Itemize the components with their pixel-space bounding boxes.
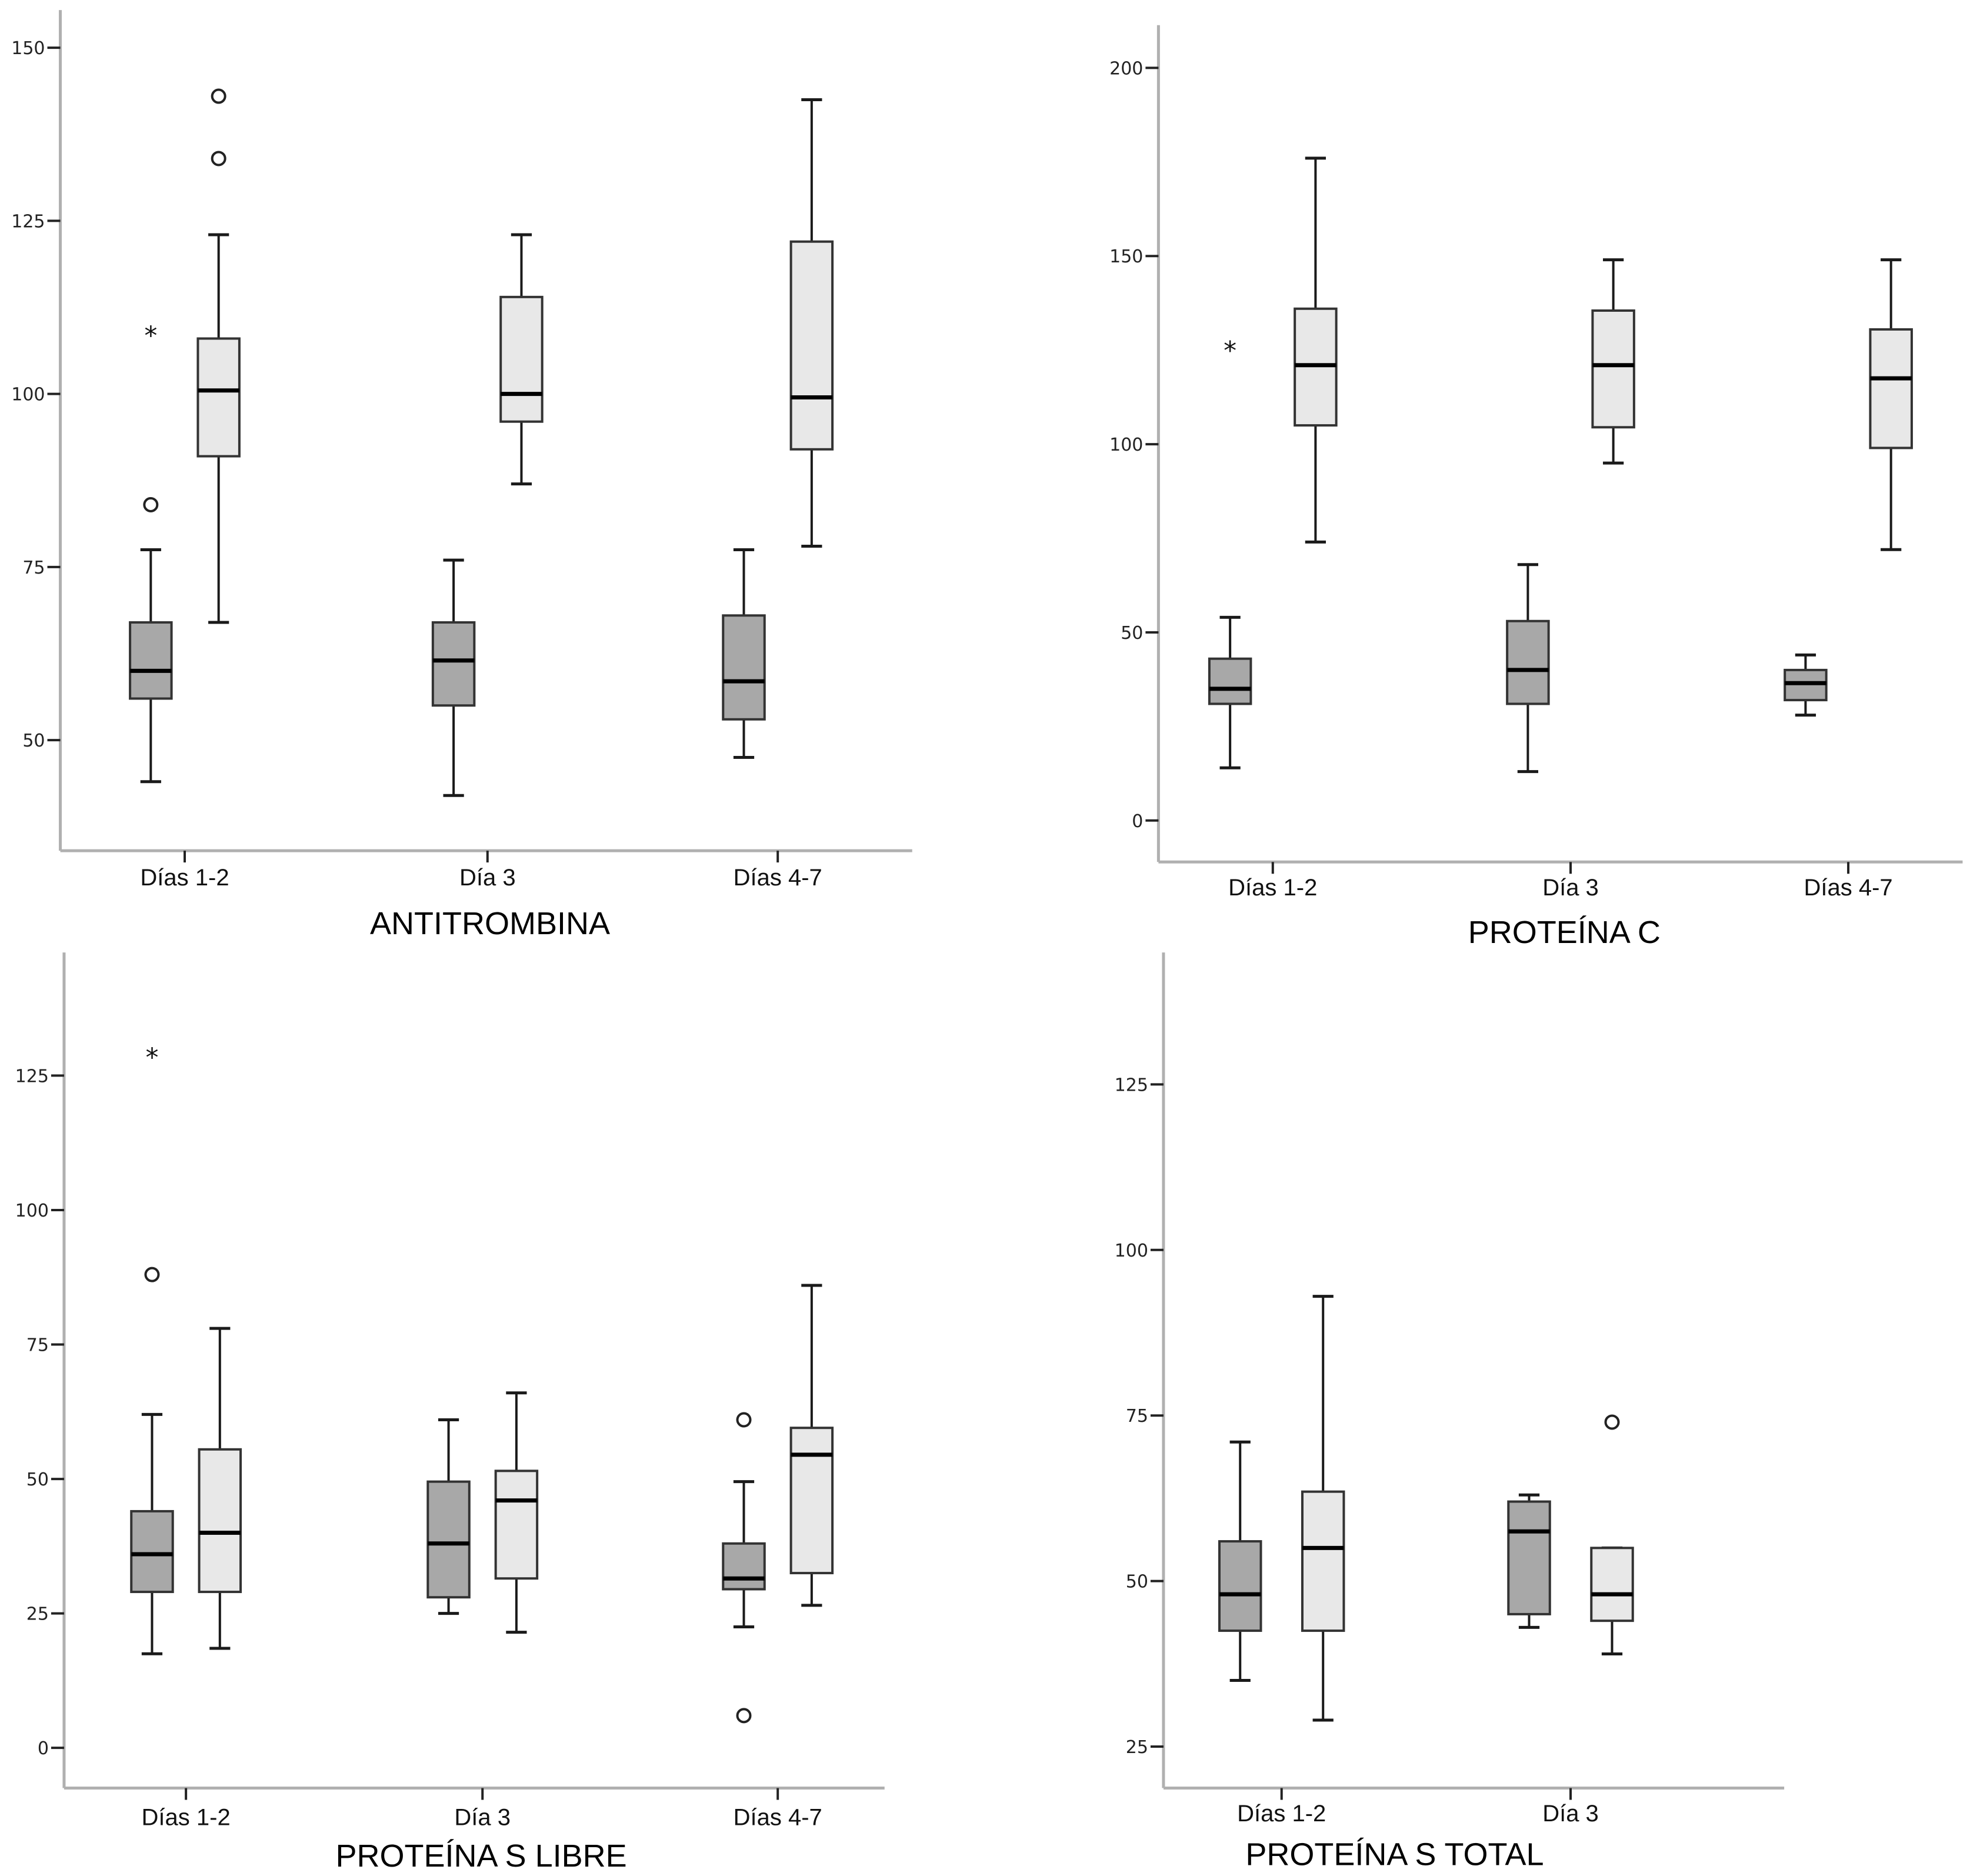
box-group_b-0 <box>1301 1295 1345 1722</box>
extreme-point: * <box>1224 336 1236 366</box>
iqr-box <box>1591 309 1635 429</box>
box-group_a-1 <box>431 558 476 797</box>
box-group_a-1 <box>1506 563 1550 774</box>
box-group_a-0 <box>1218 1440 1262 1682</box>
chart-title: ANTITROMBINA <box>370 906 610 941</box>
y-tick-label: 100 <box>15 1201 49 1221</box>
iqr-box <box>1506 619 1550 705</box>
outlier-point <box>736 1708 752 1724</box>
y-tick-label: 150 <box>11 38 45 59</box>
y-tick-label: 50 <box>26 1470 49 1490</box>
chart-panel-3: 25 50 75 100 125 Días 1-2 Día 3 PROTEÍNA S TOTA… <box>1115 952 1785 1872</box>
box-group_a-0: * <box>129 321 173 784</box>
y-tick-label: 75 <box>26 1335 49 1356</box>
y-tick-label: 25 <box>26 1604 49 1625</box>
box-group_a-1 <box>426 1418 471 1615</box>
extreme-point: * <box>144 321 157 351</box>
chart-title: PROTEÍNA S TOTAL <box>1245 1837 1544 1872</box>
x-tick-label: Día 3 <box>459 865 516 891</box>
box-group_a-1 <box>1507 1493 1551 1629</box>
y-tick-label: 0 <box>1132 811 1143 832</box>
iqr-box <box>196 337 241 458</box>
box-group_b-1 <box>1590 1414 1634 1655</box>
box-group_b-0 <box>196 88 241 624</box>
iqr-box <box>1218 1540 1262 1632</box>
y-tick-label: 125 <box>11 211 45 232</box>
iqr-box <box>722 1542 766 1591</box>
box-group_a-2 <box>1784 653 1828 717</box>
box-group_a-0: * <box>1208 336 1252 769</box>
iqr-box <box>789 240 834 451</box>
x-tick-label: Día 3 <box>1542 1801 1599 1827</box>
x-tick-label: Días 1-2 <box>1237 1801 1326 1827</box>
chart-panel-0: 50 75 100 125 150 Días 1-2 Día 3 Días 4-7 ANTITR… <box>11 10 912 941</box>
chart-panel-2: 0 25 50 75 100 125 Días 1-2 Día 3 Días 4-7 PROTEÍ… <box>15 952 885 1874</box>
iqr-box <box>1301 1490 1345 1632</box>
outlier-point <box>211 151 226 166</box>
iqr-box <box>129 621 173 700</box>
y-tick-label: 100 <box>1115 1241 1148 1261</box>
box-group_b-2 <box>789 1284 834 1607</box>
y-tick-label: 200 <box>1109 58 1143 79</box>
box-group_a-0: * <box>130 1042 174 1655</box>
box-group_b-2 <box>1869 258 1913 551</box>
box-group_b-1 <box>499 233 544 486</box>
box-group_b-1 <box>1591 258 1635 465</box>
y-tick-label: 0 <box>38 1738 49 1759</box>
chart-title: PROTEÍNA C <box>1468 915 1661 950</box>
iqr-box <box>494 1470 539 1580</box>
y-tick-label: 150 <box>1109 246 1143 267</box>
x-tick-label: Días 1-2 <box>140 865 229 891</box>
iqr-box <box>198 1448 242 1594</box>
outlier-point <box>144 1267 160 1282</box>
outlier-point <box>143 497 159 512</box>
outlier-point <box>736 1412 752 1428</box>
y-tick-label: 100 <box>11 385 45 405</box>
box-group_b-2 <box>789 98 834 548</box>
y-tick-label: 50 <box>22 731 45 751</box>
x-tick-label: Días 1-2 <box>142 1805 231 1831</box>
iqr-box <box>1590 1547 1634 1622</box>
iqr-box <box>499 295 544 423</box>
y-tick-label: 50 <box>1121 623 1143 644</box>
chart-panel-1: 0 50 100 150 200 Días 1-2 Día 3 Días 4-7 PROTEÍN… <box>1109 25 1963 950</box>
outlier-point <box>211 88 226 104</box>
box-group_b-0 <box>198 1327 242 1650</box>
x-tick-label: Días 1-2 <box>1228 875 1317 901</box>
y-tick-label: 125 <box>1115 1075 1148 1095</box>
x-tick-label: Día 3 <box>1542 875 1599 901</box>
iqr-box <box>1869 328 1913 449</box>
outlier-point <box>1604 1414 1620 1430</box>
y-tick-label: 50 <box>1126 1572 1148 1592</box>
y-tick-label: 125 <box>15 1066 49 1087</box>
x-tick-label: Día 3 <box>454 1805 511 1831</box>
iqr-box <box>722 614 766 721</box>
chart-title: PROTEÍNA S LIBRE <box>336 1838 627 1874</box>
y-tick-label: 100 <box>1109 435 1143 455</box>
y-tick-label: 75 <box>22 558 45 578</box>
box-group_a-2 <box>722 548 766 759</box>
box-group_b-1 <box>494 1391 539 1634</box>
x-tick-label: Días 4-7 <box>734 1805 822 1831</box>
x-tick-label: Días 4-7 <box>734 865 822 891</box>
iqr-box <box>1208 657 1252 705</box>
y-tick-label: 25 <box>1126 1737 1148 1758</box>
iqr-box <box>426 1480 471 1599</box>
iqr-box <box>789 1427 834 1575</box>
extreme-point: * <box>145 1042 158 1072</box>
iqr-box <box>431 621 476 707</box>
box-group_b-0 <box>1294 156 1338 544</box>
x-tick-label: Días 4-7 <box>1804 875 1892 901</box>
y-tick-label: 75 <box>1126 1406 1148 1427</box>
iqr-box <box>1507 1500 1551 1615</box>
iqr-box <box>130 1510 174 1594</box>
box-group_a-2 <box>722 1412 766 1724</box>
